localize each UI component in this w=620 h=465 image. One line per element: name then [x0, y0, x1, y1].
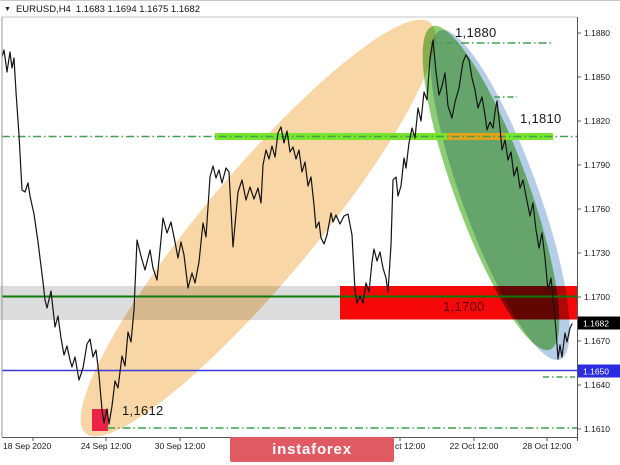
blue-level-badge: 1.1650: [578, 364, 620, 378]
price-axis-label: 1.1760: [584, 204, 610, 214]
time-axis-label: 22 Oct 12:00: [449, 441, 499, 451]
time-axis-label: 28 Oct 12:00: [522, 441, 572, 451]
ohlc-quote-label: 1.1683 1.1694 1.1675 1.1682: [75, 3, 200, 15]
bullish-wave-orange-ellipse: [80, 19, 436, 437]
time-axis[interactable]: 18 Sep 2020 24 Sep 12:00 30 Sep 12:00 ct 12…: [0, 440, 578, 454]
window-top-border: [0, 0, 620, 1]
price-axis-label: 1.1880: [584, 28, 610, 38]
time-axis-label: 30 Sep 12:00: [154, 441, 206, 451]
price-axis-label: 1.1670: [584, 336, 610, 346]
instaforex-watermark: instaforex: [230, 437, 394, 462]
instaforex-logo-text: instaforex: [272, 441, 352, 458]
time-axis-label: 18 Sep 2020: [3, 441, 52, 451]
price-axis-label: 1.1820: [584, 116, 610, 126]
annotation-high-label: 1,1880: [455, 25, 497, 40]
annotation-support-zone-label: 1,1700: [443, 299, 485, 314]
current-price-badge: 1.1682: [578, 316, 620, 330]
chart-title-bar: ▼ EURUSD,H4 1.1683 1.1694 1.1675 1.1682: [4, 3, 200, 15]
annotation-resistance-label: 1,1810: [520, 111, 562, 126]
low-marker-red-square: [92, 409, 108, 431]
time-axis-label: 24 Sep 12:00: [80, 441, 132, 451]
price-axis-label: 1.1640: [584, 380, 610, 390]
price-axis-label: 1.1850: [584, 72, 610, 82]
price-axis[interactable]: 1.1880 1.1850 1.1820 1.1790 1.1760 1.1730 1.17…: [578, 0, 620, 465]
price-axis-label: 1.1610: [584, 424, 610, 434]
symbol-label: EURUSD,H4: [15, 3, 71, 15]
time-axis-label: ct 12:00: [395, 441, 426, 451]
price-axis-label: 1.1700: [584, 292, 610, 302]
price-line-series: [1, 39, 573, 425]
bearish-wave-blue-ellipse: [430, 30, 570, 360]
price-axis-label: 1.1730: [584, 248, 610, 258]
price-axis-label: 1.1790: [584, 160, 610, 170]
annotation-low-label: 1,1612: [122, 403, 164, 418]
symbol-dropdown-icon[interactable]: ▼: [4, 5, 11, 13]
